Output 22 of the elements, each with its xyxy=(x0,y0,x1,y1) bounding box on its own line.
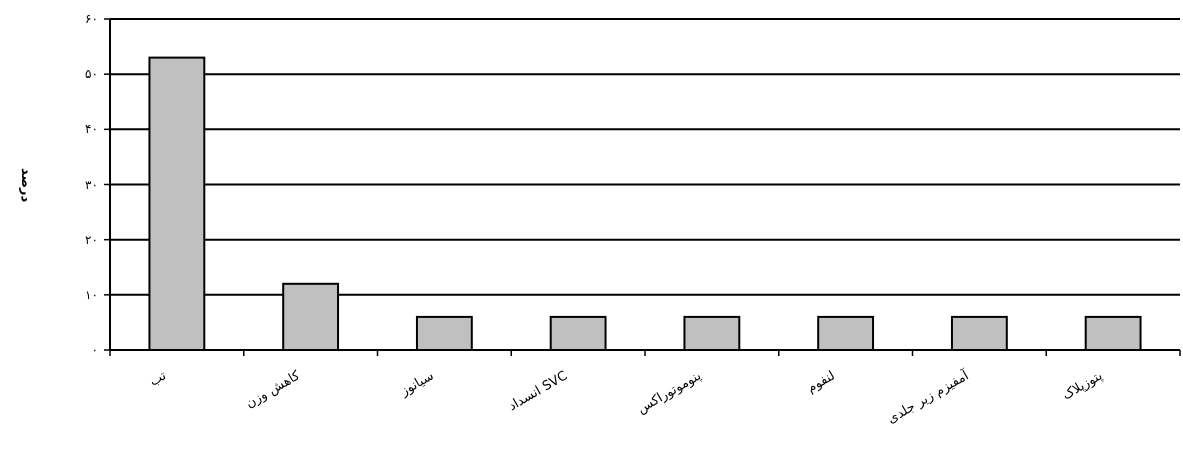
x-tick-label: پتوزپلاک xyxy=(1059,367,1106,404)
y-tick-label: ۰ xyxy=(91,343,98,357)
y-tick-label: ۱۰ xyxy=(85,287,98,302)
bar xyxy=(415,315,473,351)
x-tick-label: آمفیزم زیر جلدی xyxy=(884,366,973,427)
bar xyxy=(1084,315,1142,351)
x-tick-label: پنوموتوراکس xyxy=(634,367,705,417)
bar xyxy=(950,315,1008,351)
x-tick-label: لنفوم xyxy=(804,367,838,397)
bar xyxy=(549,315,607,351)
bar xyxy=(683,315,741,351)
y-tick-label: ۲۰ xyxy=(85,232,98,247)
x-tick-label: سیانوز xyxy=(396,367,437,400)
y-tick-label: ۳۰ xyxy=(85,177,98,192)
y-tick-label: ۵۰ xyxy=(85,67,98,82)
y-tick-label: ۴۰ xyxy=(85,122,98,137)
x-tick-label: تب xyxy=(146,367,169,389)
bar xyxy=(817,315,875,351)
x-tick-label: انسداد SVC xyxy=(505,367,570,414)
x-tick-label: کاهش وزن xyxy=(242,367,304,412)
y-axis-title: درصد xyxy=(19,167,34,203)
y-tick-label: ۶۰ xyxy=(85,12,98,26)
